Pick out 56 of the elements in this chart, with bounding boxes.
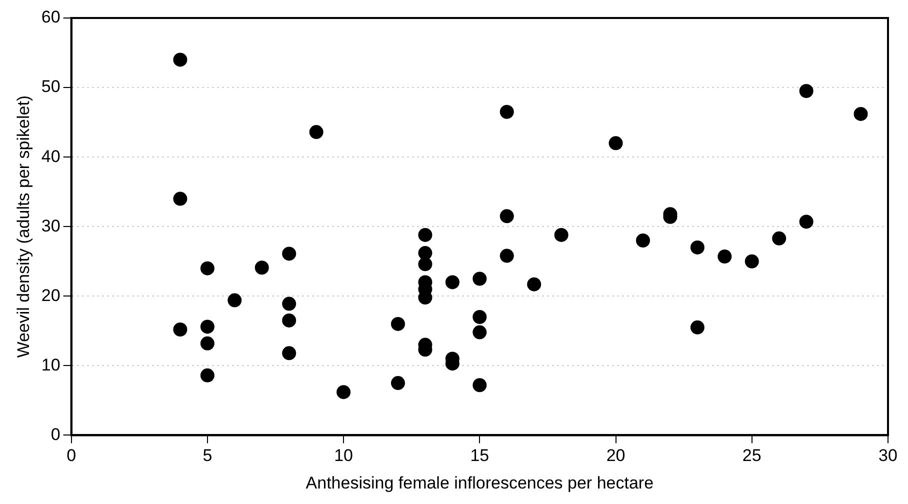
point <box>200 261 214 276</box>
y-tick-label: 40 <box>41 146 60 166</box>
y-tick-label: 10 <box>41 355 60 374</box>
point <box>500 104 514 119</box>
point <box>173 322 188 337</box>
point <box>418 228 432 242</box>
y-tick-label: 50 <box>41 77 60 96</box>
point <box>254 260 269 275</box>
point <box>527 277 542 292</box>
point <box>309 125 324 140</box>
point <box>608 136 623 150</box>
x-tick-label: 25 <box>742 446 762 466</box>
x-tick-label: 30 <box>878 446 898 466</box>
point <box>472 272 487 286</box>
point <box>418 246 432 260</box>
point <box>500 209 514 224</box>
point <box>282 246 296 261</box>
point <box>690 320 704 334</box>
point <box>200 368 214 382</box>
x-tick-label: 20 <box>606 446 626 466</box>
point <box>772 231 786 246</box>
y-axis-title: Weevil density (adults per spikelet) <box>14 95 33 358</box>
point <box>173 52 188 67</box>
point <box>744 254 759 268</box>
x-tick-label: 0 <box>66 446 76 466</box>
point <box>282 296 296 311</box>
point <box>718 250 732 264</box>
point <box>472 325 487 340</box>
x-tick-label: 10 <box>334 446 353 466</box>
point <box>500 248 514 263</box>
point <box>418 257 432 272</box>
point <box>472 378 487 392</box>
point <box>799 214 814 229</box>
y-tick-label: 30 <box>41 216 60 236</box>
point <box>472 310 487 324</box>
point <box>282 313 296 328</box>
x-axis-title: Anthesising female inflorescences per hectare <box>306 473 654 492</box>
point <box>173 192 188 206</box>
point <box>799 84 814 98</box>
point <box>390 376 405 390</box>
point <box>336 385 351 400</box>
point <box>200 320 214 334</box>
point <box>690 240 704 254</box>
x-tick-label: 5 <box>202 446 212 466</box>
point <box>854 106 868 121</box>
y-tick-label: 60 <box>41 8 60 27</box>
x-tick-label: 15 <box>470 446 490 466</box>
y-tick-label: 20 <box>41 286 60 305</box>
point <box>636 234 650 248</box>
point <box>200 336 214 350</box>
point <box>228 293 242 308</box>
point <box>282 346 296 360</box>
point <box>390 316 405 331</box>
point <box>554 228 568 242</box>
y-tick-label: 0 <box>50 424 60 444</box>
point <box>445 275 460 290</box>
